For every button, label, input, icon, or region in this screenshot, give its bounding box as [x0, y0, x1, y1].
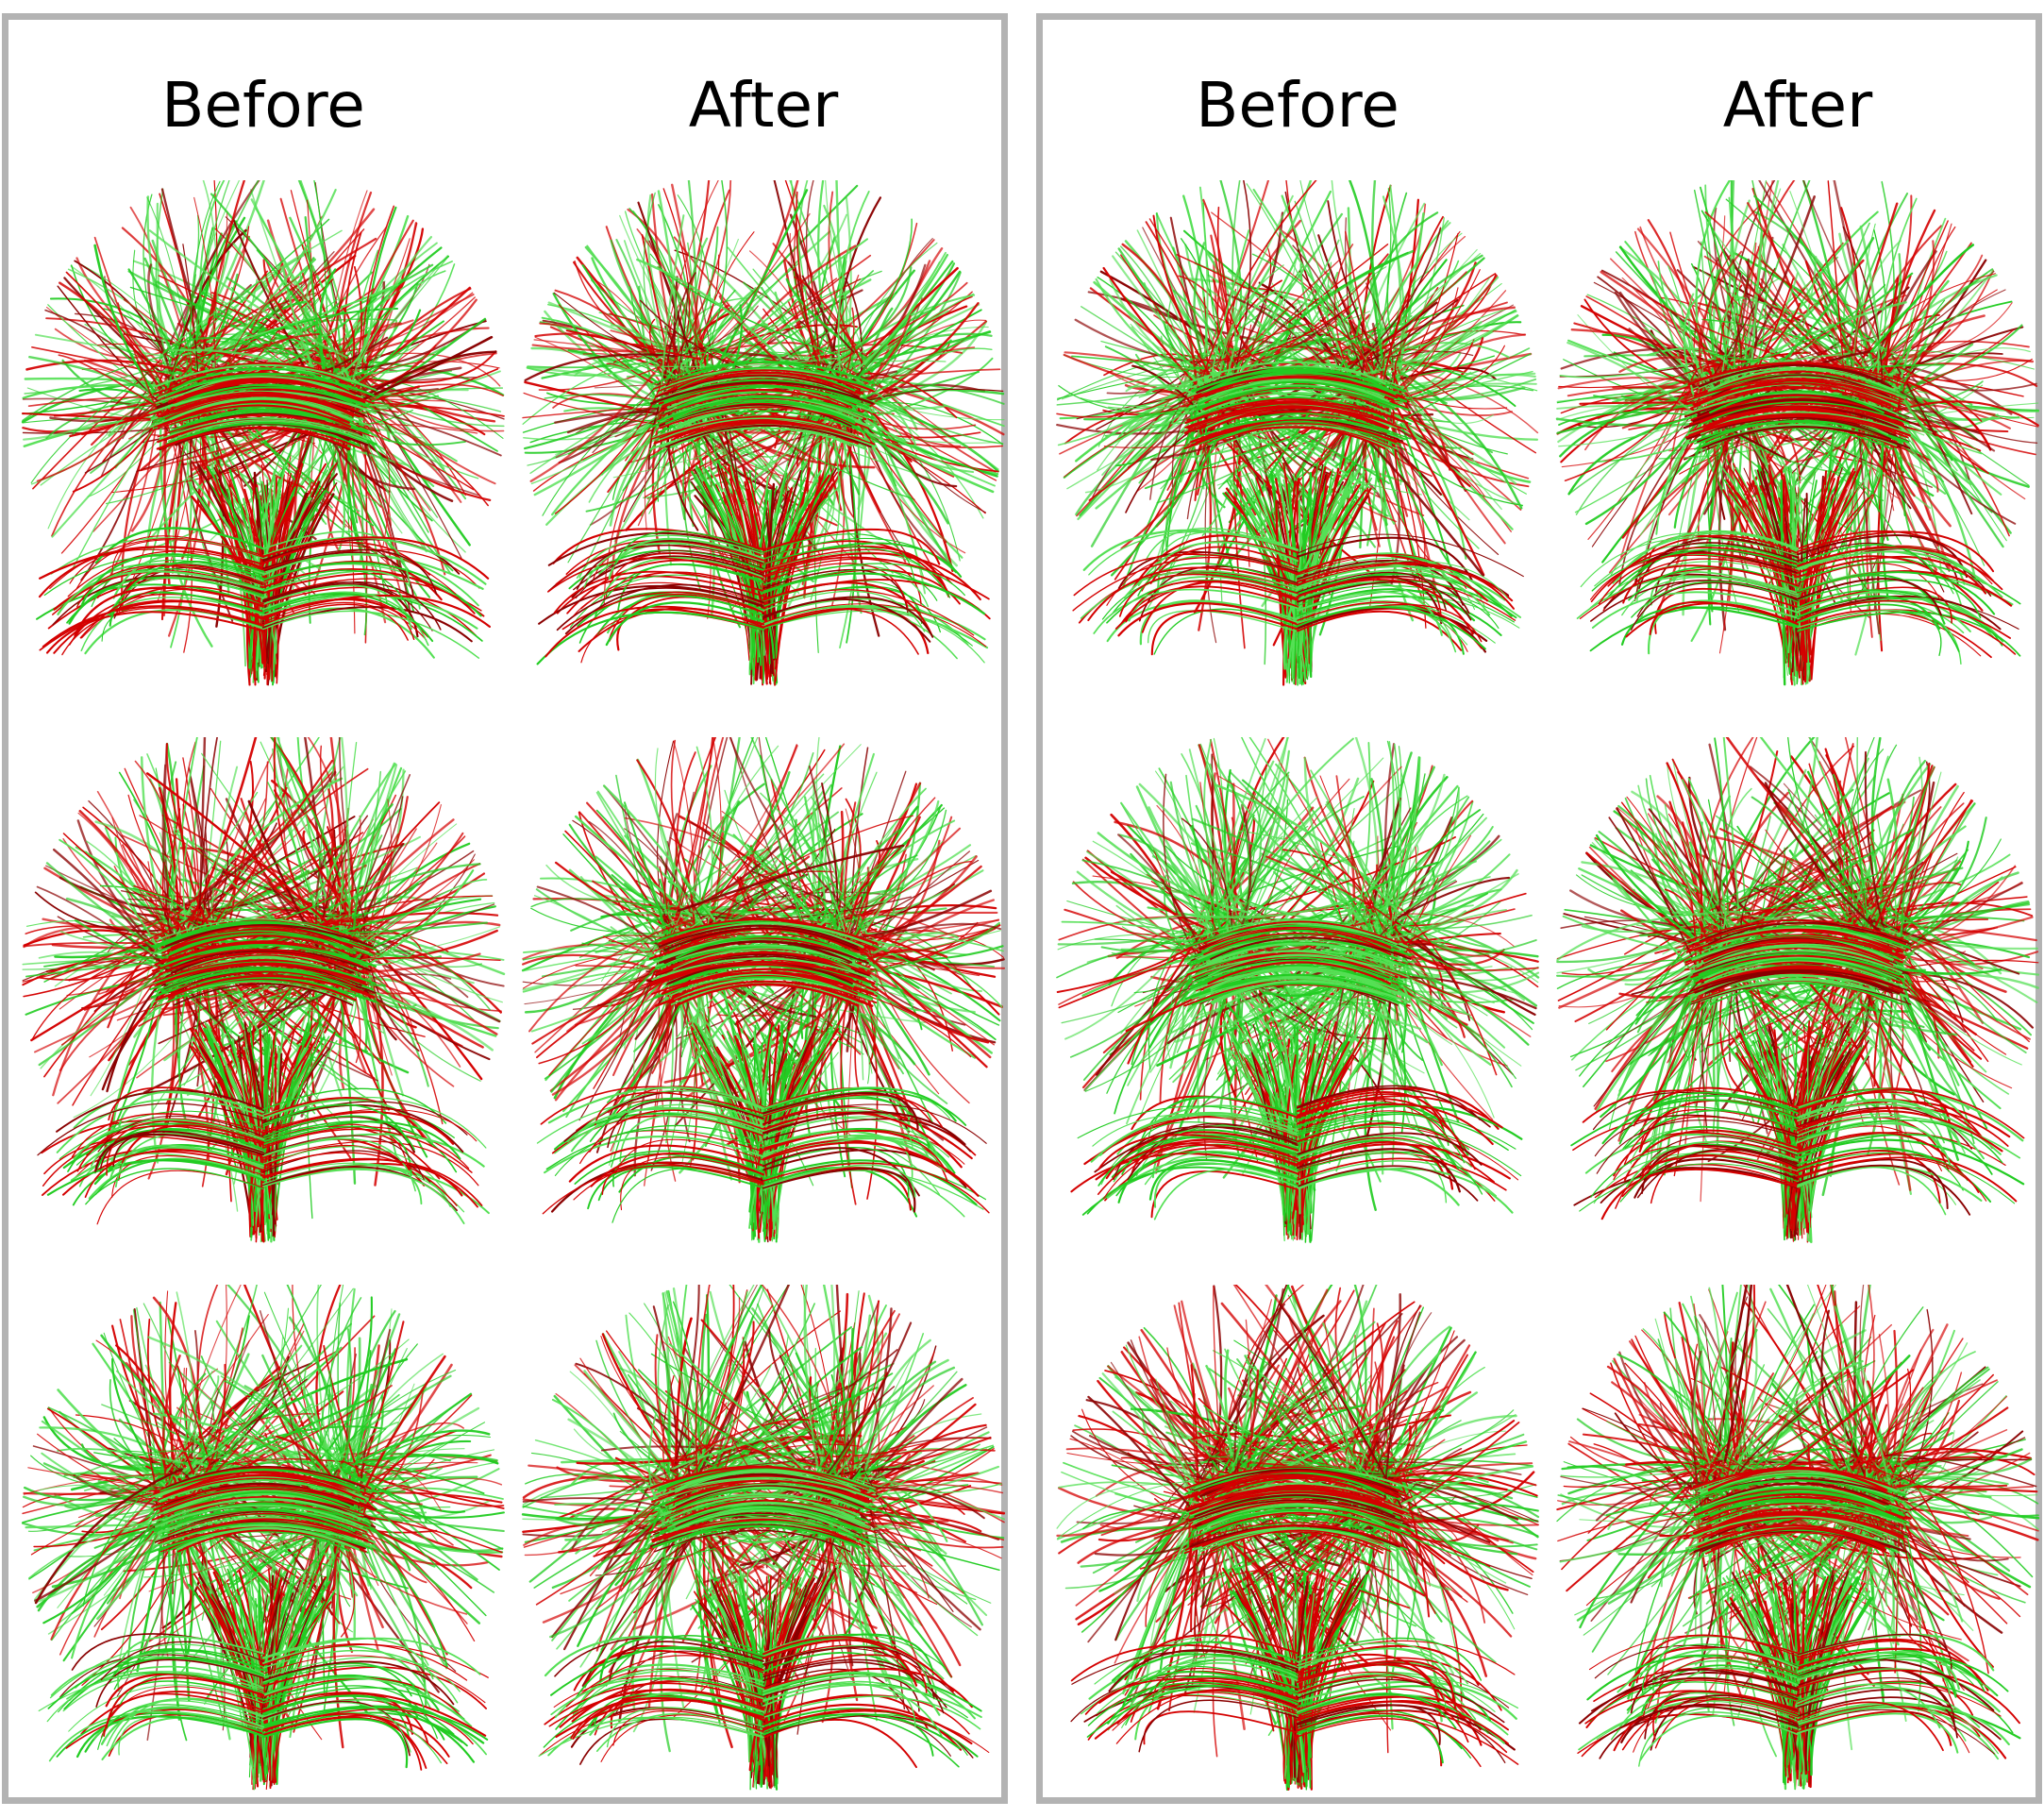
after-tractography-row-2 [518, 737, 1009, 1247]
tractography-image [1556, 1285, 2040, 1791]
tractography-image [1056, 180, 1539, 686]
tractography-image [22, 737, 506, 1243]
tractography-image [21, 1285, 505, 1791]
after-tractography-row-2 [1552, 737, 2043, 1247]
column-header-before: Before [1196, 69, 1399, 142]
tractography-image [521, 1285, 1006, 1791]
comparison-panel-right: Before After [1036, 13, 2042, 1804]
tractography-image [21, 180, 505, 686]
column-header-after: After [1722, 69, 1873, 142]
column-header-before: Before [161, 69, 365, 142]
before-tractography-row-3 [18, 1285, 509, 1794]
column-header-after: After [688, 69, 839, 142]
tractography-image [521, 737, 1006, 1243]
before-tractography-row-1 [18, 180, 509, 690]
after-tractography-row-3 [1552, 1285, 2043, 1794]
before-tractography-row-3 [1052, 1285, 1543, 1794]
tractography-image [1056, 1285, 1540, 1792]
after-tractography-row-1 [1552, 180, 2043, 690]
tractography-image [1556, 737, 2040, 1244]
before-tractography-row-2 [18, 737, 509, 1247]
tractography-image [1555, 180, 2040, 686]
tractography-image [1056, 737, 1540, 1243]
tractography-image [522, 180, 1005, 686]
comparison-panel-left: Before After [2, 13, 1008, 1804]
before-tractography-row-1 [1052, 180, 1543, 690]
after-tractography-row-1 [518, 180, 1009, 690]
after-tractography-row-3 [518, 1285, 1009, 1794]
before-tractography-row-2 [1052, 737, 1543, 1247]
